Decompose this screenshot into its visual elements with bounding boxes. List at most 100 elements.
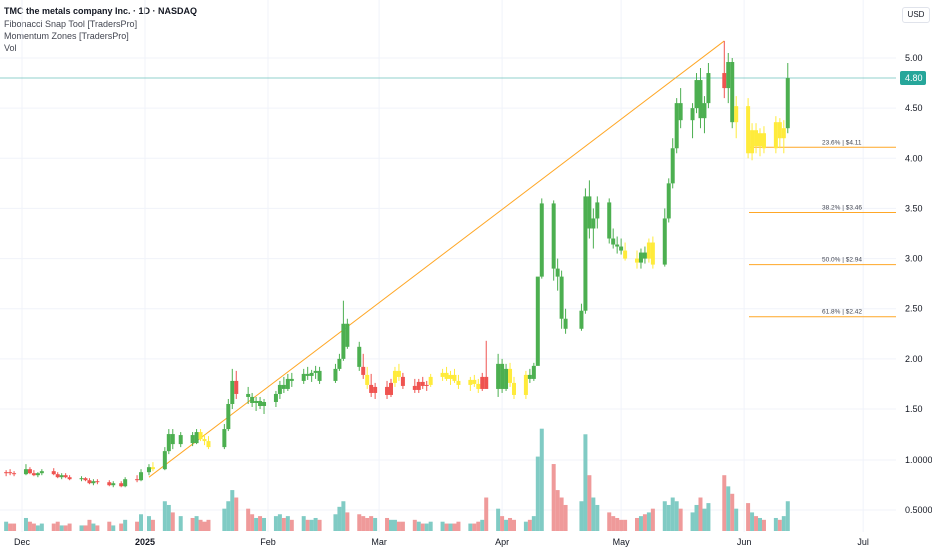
candle-body-2025-04-23: [587, 196, 592, 229]
volume-bar-2025-05-01: [619, 519, 624, 531]
candle-body-2025-03-21: [456, 380, 461, 385]
volume-bar-2024-12-20: [95, 525, 100, 531]
candle-body-2024-12-12: [63, 475, 68, 478]
indicator-fibonacci-label[interactable]: Fibonacci Snap Tool [TradersPro]: [4, 19, 138, 29]
candle-body-2025-03-13: [424, 384, 429, 386]
time-axis-label-6: Jun: [737, 537, 752, 547]
volume-bar-2025-03-19: [448, 523, 453, 531]
candle-body-2025-01-22: [226, 403, 231, 430]
volume-bar-2025-03-18: [444, 523, 449, 531]
candle-body-2025-03-26: [476, 383, 481, 389]
candle-body-2025-01-21: [222, 429, 227, 448]
volume-bar-2024-12-27: [123, 519, 128, 531]
candle-body-2025-05-19: [690, 108, 695, 121]
volume-bar-2025-01-24: [234, 497, 239, 531]
candle-body-2025-02-07: [289, 378, 294, 381]
volume-bar-2025-06-11: [781, 516, 786, 531]
price-axis-tick-0: 5.00: [905, 53, 923, 63]
candle-body-2025-05-22: [702, 103, 707, 119]
volume-bar-2025-05-02: [623, 519, 628, 531]
volume-bar-2025-04-25: [595, 504, 600, 531]
volume-bar-2025-03-21: [456, 521, 461, 531]
fib-level-label-0: 23.6% | $4.11: [822, 139, 862, 146]
indicator-momentum-label[interactable]: Momentum Zones [TradersPro]: [4, 31, 129, 41]
volume-bar-2025-05-12: [662, 501, 667, 531]
volume-bar-2025-03-31: [496, 508, 501, 531]
volume-bar-2025-04-04: [512, 519, 516, 531]
candle-body-2025-04-11: [539, 203, 544, 277]
candle-body-2025-04-21: [579, 310, 584, 329]
candle-body-2025-03-17: [440, 372, 445, 377]
candle-body-2024-12-17: [83, 478, 88, 481]
candle-body-2025-01-28: [250, 396, 255, 403]
candle-body-2025-03-05: [392, 370, 397, 383]
candle-body-2025-05-13: [666, 183, 671, 219]
candle-body-2024-12-20: [95, 481, 100, 483]
volume-bar-2025-03-17: [440, 521, 445, 531]
candle-body-2024-11-28: [8, 472, 13, 474]
volume-bar-2025-02-04: [277, 514, 282, 531]
volume-bar-2025-04-14: [551, 464, 556, 531]
candle-body-2025-01-16: [202, 439, 207, 442]
chart-title: TMC the metals company Inc. · 1D · NASDA…: [4, 6, 198, 16]
candle-body-2025-06-04: [754, 130, 759, 147]
candle-body-2025-01-29: [254, 400, 259, 403]
volume-bar-2025-03-06: [396, 521, 401, 531]
fib-level-label-2: 50.0% | $2.94: [822, 257, 862, 264]
candle-body-2025-03-04: [389, 382, 393, 395]
volume-bar-2025-02-20: [341, 501, 346, 531]
volume-bar-2025-01-06: [162, 501, 167, 531]
candle-body-2025-02-11: [305, 373, 310, 376]
volume-bar-2025-05-28: [726, 486, 731, 531]
volume-bar-2025-05-09: [650, 508, 655, 531]
candle-body-2025-01-30: [258, 400, 263, 406]
volume-bar-2025-02-12: [309, 519, 314, 531]
volume-bar-2025-04-17: [563, 504, 568, 531]
candle-body-2025-02-03: [273, 393, 278, 402]
volume-bar-2024-12-17: [83, 525, 88, 531]
candle-body-2024-12-10: [55, 474, 60, 478]
volume-bar-2025-04-21: [579, 501, 584, 531]
candle-body-2024-12-02: [23, 469, 28, 475]
candle-body-2025-04-30: [615, 244, 620, 247]
candle-body-2025-04-24: [591, 218, 596, 229]
candle-body-2025-05-14: [670, 148, 675, 184]
volume-bar-2024-12-30: [135, 521, 140, 531]
candle-body-2025-04-29: [611, 238, 616, 245]
candle-body-2025-02-28: [373, 386, 378, 393]
candle-body-2025-03-07: [400, 376, 405, 386]
indicator-volume-label[interactable]: Vol: [4, 43, 17, 53]
volume-bar-2025-02-18: [333, 514, 338, 531]
volume-bar-2025-06-02: [746, 503, 751, 531]
time-axis-label-1: 2025: [135, 537, 155, 547]
candle-body-2025-06-02: [746, 106, 751, 154]
candle-body-2025-01-10: [178, 435, 183, 445]
volume-bar-2025-02-14: [317, 519, 322, 531]
candle-body-2024-12-11: [59, 475, 64, 478]
candle-body-2025-03-10: [412, 385, 417, 390]
candle-body-2025-05-30: [734, 106, 739, 123]
volume-bar-2025-03-10: [412, 519, 417, 531]
candle-body-2025-06-03: [750, 130, 755, 154]
volume-bar-2025-05-19: [690, 512, 695, 531]
volume-bar-2025-03-05: [392, 519, 397, 531]
volume-bar-2025-04-23: [587, 475, 592, 531]
candle-body-2024-12-04: [31, 473, 36, 476]
volume-bar-2025-04-16: [559, 497, 564, 531]
volume-bar-2025-01-03: [150, 519, 155, 531]
price-unit-button[interactable]: USD: [902, 7, 930, 23]
volume-bar-2025-03-03: [385, 517, 390, 531]
candle-body-2025-04-09: [531, 365, 536, 379]
volume-bar-2024-12-03: [27, 521, 32, 531]
candle-body-2025-04-17: [563, 318, 568, 329]
volume-bar-2025-02-25: [361, 516, 366, 531]
last-price-label: 4.80: [905, 73, 923, 83]
volume-bar-2025-01-30: [258, 516, 263, 531]
volume-bar-2025-02-11: [305, 519, 310, 531]
candle-body-2025-05-21: [698, 80, 703, 119]
candle-body-2025-03-14: [428, 376, 433, 385]
candle-body-2025-03-28: [484, 376, 489, 389]
candle-body-2025-05-27: [722, 73, 727, 89]
volume-bar-2025-03-24: [468, 523, 473, 531]
